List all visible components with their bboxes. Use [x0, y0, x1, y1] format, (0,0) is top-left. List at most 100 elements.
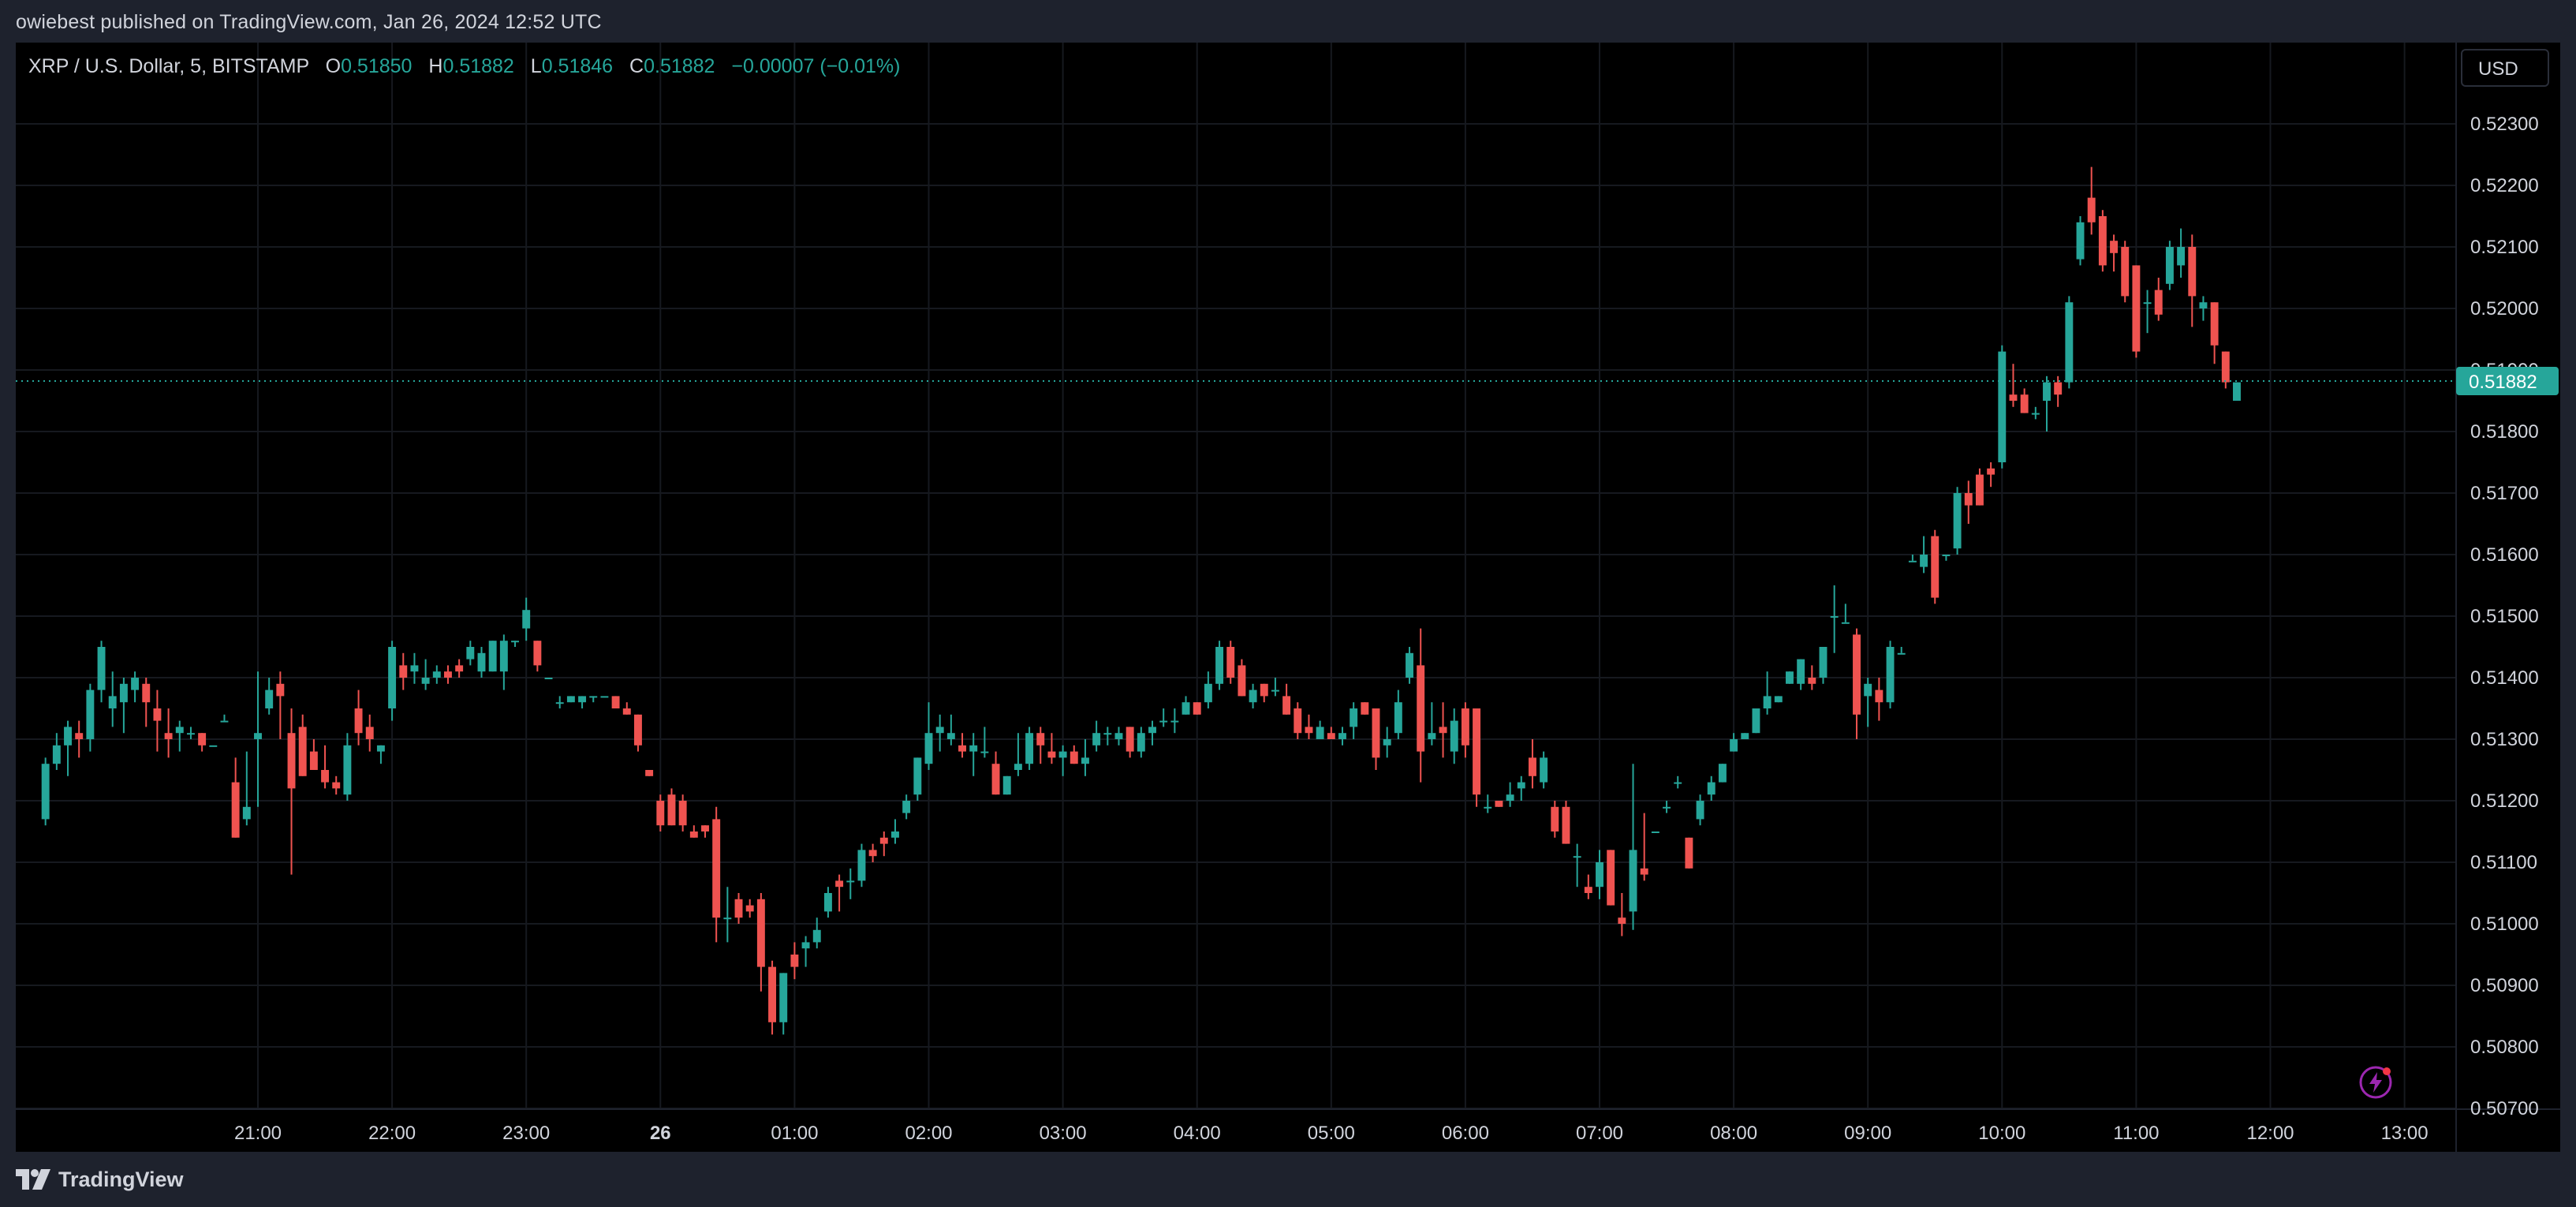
candle — [891, 819, 899, 844]
candle — [1808, 665, 1816, 690]
candle-body — [2054, 382, 2063, 395]
candle — [1473, 708, 1481, 807]
price-tick-label: 0.51100 — [2470, 852, 2537, 873]
candle — [1964, 480, 1973, 524]
candle-body — [533, 641, 542, 666]
candle-body — [242, 806, 251, 820]
open-label: O — [325, 55, 342, 77]
open-value: 0.51850 — [341, 55, 413, 77]
candle-body — [388, 647, 397, 708]
candle — [209, 745, 218, 747]
candle — [1182, 696, 1190, 715]
candle-body — [1361, 702, 1369, 715]
candle-body — [578, 696, 587, 703]
candle-body — [2188, 247, 2197, 297]
candle-body — [1975, 474, 1984, 506]
last-price-label: 0.51882 — [2456, 367, 2559, 396]
candle-body — [1473, 708, 1481, 795]
candle — [645, 770, 654, 776]
candle — [153, 689, 162, 752]
candle-body — [1058, 751, 1067, 758]
candle — [1305, 714, 1313, 739]
candle — [1774, 696, 1783, 703]
candle — [1841, 604, 1850, 624]
candle — [1875, 678, 1883, 721]
candle — [1338, 727, 1346, 746]
low-label: L — [530, 55, 542, 77]
candle — [1014, 733, 1022, 776]
candle-body — [1137, 733, 1145, 752]
price-axis[interactable]: 0.523000.522000.521000.520000.519000.518… — [2470, 114, 2539, 1119]
candle — [1864, 678, 1872, 727]
candle — [1002, 775, 1011, 795]
candle — [108, 671, 117, 727]
high-value: 0.51882 — [442, 55, 514, 77]
currency-button[interactable]: USD — [2461, 49, 2549, 87]
candle — [2020, 388, 2029, 413]
candle-body — [332, 782, 341, 789]
candle — [1987, 462, 1995, 488]
candle — [119, 678, 128, 734]
candle — [455, 659, 464, 678]
candle-body — [1383, 739, 1391, 746]
publish-caption: owiebest published on TradingView.com, J… — [16, 11, 602, 33]
candle-body — [1170, 720, 1179, 723]
candle-body — [1271, 689, 1279, 692]
candle — [1640, 813, 1648, 881]
candle-body — [511, 641, 519, 643]
candle-body — [2210, 302, 2219, 346]
candle — [1137, 727, 1145, 758]
candle-body — [1238, 665, 1246, 697]
candle — [1663, 801, 1671, 813]
candle-body — [1506, 794, 1514, 801]
candle — [2110, 234, 2119, 272]
candle-body — [97, 647, 106, 690]
candle — [1361, 702, 1369, 715]
price-tick-label: 0.51300 — [2470, 729, 2539, 750]
close-value: 0.51882 — [644, 55, 715, 77]
chart-area[interactable]: 0.523000.522000.521000.520000.519000.518… — [16, 43, 2560, 1152]
candle — [1942, 555, 1951, 561]
candle — [935, 714, 944, 752]
candle-body — [1931, 536, 1939, 598]
candle — [734, 893, 743, 924]
candle — [1159, 708, 1168, 727]
candle-body — [1517, 782, 1525, 789]
candle — [2143, 290, 2152, 334]
candle-body — [1159, 720, 1168, 723]
price-tick-label: 0.52200 — [2470, 175, 2539, 196]
candle — [2199, 296, 2208, 321]
candle — [913, 757, 922, 801]
price-tick-label: 0.50800 — [2470, 1037, 2539, 1058]
candle — [2098, 210, 2107, 272]
tradingview-logo[interactable]: TradingView — [16, 1166, 184, 1193]
candle-body — [701, 825, 709, 831]
candle-body — [1864, 683, 1872, 697]
candle-body — [1461, 708, 1469, 746]
candle — [1103, 727, 1112, 746]
candle — [611, 696, 620, 708]
candle-body — [186, 733, 195, 735]
candle — [1215, 641, 1224, 690]
candle — [1058, 745, 1067, 776]
candle-body — [891, 831, 899, 838]
candle — [678, 794, 687, 831]
candle — [1092, 720, 1101, 752]
candle-body — [2233, 382, 2241, 401]
candle-body — [924, 733, 933, 764]
candle — [186, 727, 195, 739]
candle — [902, 794, 911, 820]
candle — [1114, 727, 1123, 746]
candle — [1830, 585, 1839, 653]
candle-body — [823, 893, 832, 912]
candle-body — [1696, 801, 1704, 820]
candle-body — [1406, 652, 1413, 678]
candlestick-chart[interactable]: 0.523000.522000.521000.520000.519000.518… — [16, 43, 2560, 1152]
change-value: −0.00007 (−0.01%) — [731, 55, 901, 77]
time-axis[interactable]: 21:00 22:00 23:00 26 01:00 02:00 03:00 04:00 05:… — [234, 1123, 2429, 1144]
lightning-bolt-icon[interactable] — [2358, 1065, 2393, 1100]
candle — [1484, 794, 1492, 813]
candle — [1797, 659, 1805, 690]
symbol-name[interactable]: XRP / U.S. Dollar, 5, BITSTAMP — [28, 55, 309, 77]
candle-body — [1875, 689, 1883, 703]
